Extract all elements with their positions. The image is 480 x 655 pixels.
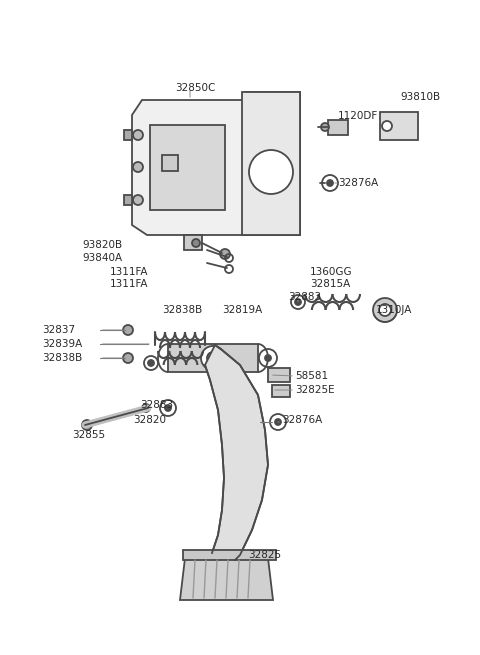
Polygon shape [242, 92, 300, 235]
Text: 1120DF: 1120DF [338, 111, 378, 121]
Text: 93810B: 93810B [400, 92, 440, 102]
Text: 32850C: 32850C [175, 83, 215, 93]
Text: 32839A: 32839A [42, 339, 82, 349]
Text: 32838B: 32838B [162, 305, 202, 315]
Text: 32883: 32883 [288, 292, 321, 302]
Text: 32876A: 32876A [338, 178, 378, 188]
Circle shape [275, 419, 281, 425]
Circle shape [148, 360, 154, 366]
Circle shape [82, 420, 92, 430]
Bar [272, 385, 290, 397]
Bar [183, 550, 276, 560]
Circle shape [265, 355, 271, 361]
Circle shape [373, 298, 397, 322]
Text: 58581: 58581 [295, 371, 328, 381]
Text: 32820: 32820 [133, 415, 166, 425]
Bar [124, 130, 132, 140]
Circle shape [133, 162, 143, 172]
Circle shape [123, 353, 133, 363]
Text: 32876A: 32876A [282, 415, 322, 425]
Text: 32855: 32855 [72, 430, 105, 440]
Text: 1310JA: 1310JA [376, 305, 412, 315]
Bar [328, 120, 348, 135]
Bar [380, 112, 418, 140]
Text: 1311FA: 1311FA [110, 279, 148, 289]
Polygon shape [205, 345, 268, 560]
Circle shape [133, 130, 143, 140]
Text: 32825E: 32825E [295, 385, 335, 395]
Circle shape [133, 195, 143, 205]
Bar [268, 368, 290, 382]
Bar [184, 235, 202, 250]
Polygon shape [168, 344, 258, 372]
Text: 32825: 32825 [248, 550, 281, 560]
Circle shape [207, 352, 219, 364]
Text: 1360GG: 1360GG [310, 267, 353, 277]
Polygon shape [180, 558, 273, 600]
Text: 1311FA: 1311FA [110, 267, 148, 277]
Text: 32883: 32883 [140, 400, 173, 410]
Circle shape [123, 325, 133, 335]
Text: 93840A: 93840A [82, 253, 122, 263]
Polygon shape [132, 92, 300, 235]
Polygon shape [150, 125, 225, 210]
Text: 32815A: 32815A [310, 279, 350, 289]
Bar [162, 155, 178, 171]
Circle shape [321, 123, 329, 131]
Circle shape [220, 249, 230, 259]
Text: 32819A: 32819A [222, 305, 262, 315]
Circle shape [192, 239, 200, 247]
Circle shape [249, 150, 293, 194]
Circle shape [201, 346, 225, 370]
Circle shape [382, 121, 392, 131]
Circle shape [379, 304, 391, 316]
Circle shape [327, 180, 333, 186]
Text: 32838B: 32838B [42, 353, 82, 363]
Circle shape [165, 405, 171, 411]
Bar [124, 195, 132, 205]
Circle shape [295, 299, 301, 305]
Text: 32837: 32837 [42, 325, 75, 335]
Text: 93820B: 93820B [82, 240, 122, 250]
